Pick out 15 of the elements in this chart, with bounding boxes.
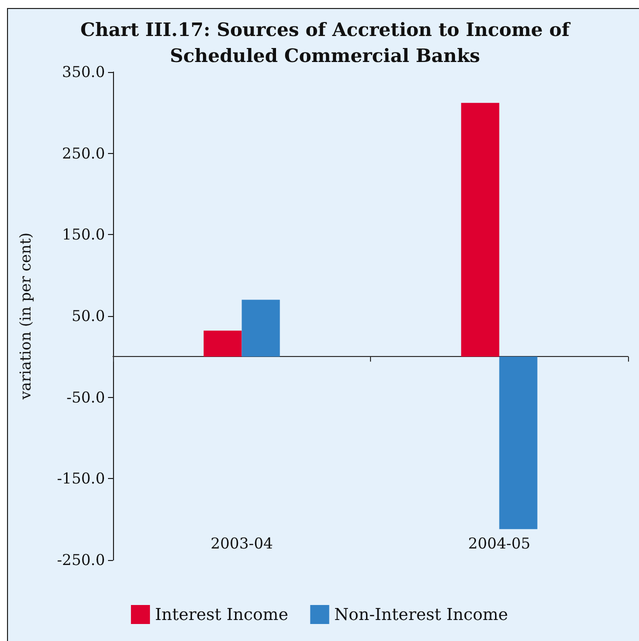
bar [242,300,280,357]
bar [461,102,500,357]
y-tick-label: -250.0 [56,551,105,569]
x-tick-label: 2004-05 [468,534,530,552]
y-tick-label: 150.0 [62,226,105,244]
y-tick-label: 50.0 [72,307,105,325]
bar [499,356,538,530]
legend-label: Non-Interest Income [334,605,508,624]
legend-label: Interest Income [154,605,288,624]
bar [204,330,242,357]
y-tick-label: 250.0 [62,144,105,162]
y-tick-label: -50.0 [66,388,105,406]
y-tick-label: -150.0 [56,470,105,488]
y-axis-title: variation (in per cent) [16,232,34,400]
x-tick-label: 2003-04 [210,534,273,552]
